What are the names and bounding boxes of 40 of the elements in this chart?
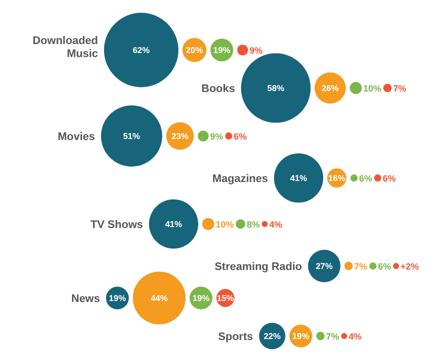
data-label: 7% bbox=[354, 262, 368, 272]
data-label: 6% bbox=[234, 132, 247, 142]
data-label: 19% bbox=[292, 331, 310, 341]
data-label: 44% bbox=[150, 293, 168, 303]
data-label: 19% bbox=[213, 45, 231, 55]
data-label: +2% bbox=[400, 262, 419, 272]
data-label: 6% bbox=[382, 174, 396, 184]
category-label: News bbox=[71, 293, 100, 305]
category-label: Streaming Radio bbox=[214, 261, 302, 273]
data-label: 7% bbox=[326, 332, 340, 342]
category-label: Sports bbox=[218, 331, 253, 343]
data-label: 19% bbox=[192, 293, 210, 303]
category-label: TV Shows bbox=[90, 219, 143, 231]
data-label: 51% bbox=[123, 131, 141, 141]
category-label: Magazines bbox=[212, 173, 268, 185]
data-label: 41% bbox=[165, 219, 183, 229]
data-label: 10% bbox=[216, 220, 234, 230]
category-label: Downloaded Music bbox=[32, 35, 98, 60]
data-label: 23% bbox=[171, 131, 189, 141]
category-label: Books bbox=[201, 83, 235, 95]
data-label: 22% bbox=[264, 331, 282, 341]
data-label: 58% bbox=[267, 83, 285, 93]
data-label: 8% bbox=[246, 220, 260, 230]
category-label: Movies bbox=[58, 131, 95, 143]
data-label: 15% bbox=[216, 293, 234, 303]
data-label: 7% bbox=[393, 84, 406, 94]
data-label: 41% bbox=[290, 173, 308, 183]
data-label: 9% bbox=[210, 132, 224, 142]
data-label: 4% bbox=[348, 332, 362, 342]
data-label: 20% bbox=[186, 45, 204, 55]
data-label: 6% bbox=[378, 262, 392, 272]
data-label: 6% bbox=[359, 174, 372, 184]
data-label: 27% bbox=[316, 261, 334, 271]
data-label: 62% bbox=[132, 45, 150, 55]
data-label: 4% bbox=[269, 220, 282, 230]
data-label: 16% bbox=[328, 173, 346, 183]
data-label: 9% bbox=[250, 46, 263, 56]
data-label: 19% bbox=[108, 293, 126, 303]
data-label: 10% bbox=[363, 84, 382, 94]
data-label: 26% bbox=[322, 83, 340, 93]
